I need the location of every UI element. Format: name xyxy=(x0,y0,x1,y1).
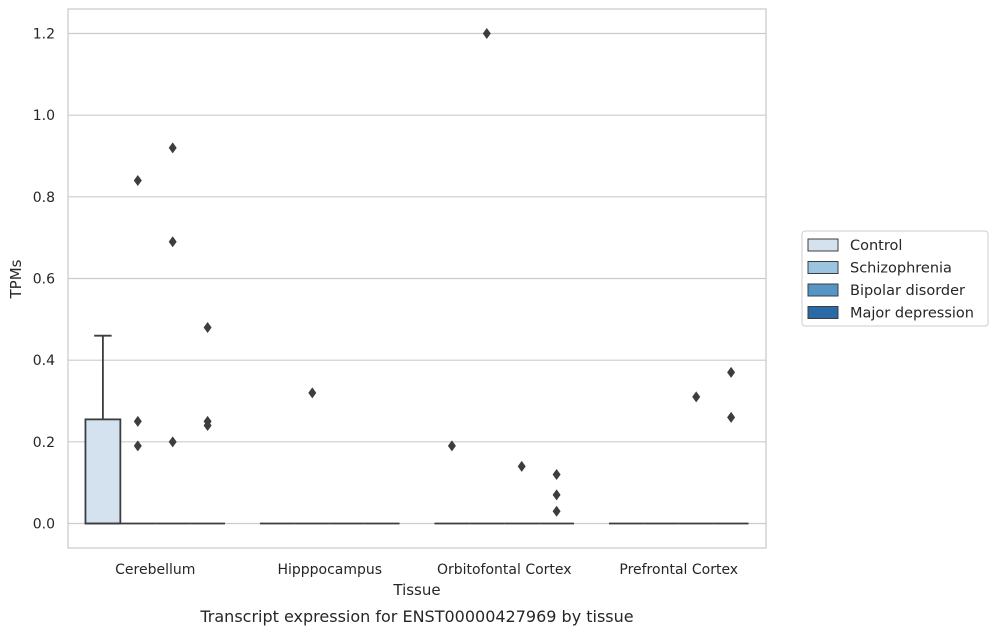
x-tick-label: Prefrontal Cortex xyxy=(619,562,738,578)
outliers xyxy=(133,28,736,517)
outlier-point xyxy=(203,420,212,431)
outlier-point xyxy=(133,415,142,427)
x-tick-label: Hipppocampus xyxy=(277,562,382,578)
legend-item: Major depression xyxy=(807,306,974,322)
outlier-point xyxy=(447,440,456,452)
outlier-point xyxy=(482,28,491,39)
outlier-point xyxy=(727,411,736,423)
outlier-point xyxy=(552,489,561,501)
y-tick-label: 1.0 xyxy=(33,108,55,124)
y-tick-label: 0.0 xyxy=(33,517,55,533)
outlier-point xyxy=(168,142,177,154)
y-tick-label: 0.4 xyxy=(33,353,55,369)
y-axis-title: TPMs xyxy=(7,259,25,299)
legend-label: Bipolar disorder xyxy=(850,283,965,299)
y-tick-label: 1.2 xyxy=(33,27,55,43)
outlier-point xyxy=(517,460,526,472)
legend-item: Control xyxy=(807,238,902,254)
legend-items: Control Schizophrenia Bipolar disorder Majo… xyxy=(807,238,974,322)
legend-item: Bipolar disorder xyxy=(807,283,965,299)
chart-caption: Transcript expression for ENST0000042796… xyxy=(199,607,633,626)
box-body xyxy=(84,418,122,525)
plot-frame xyxy=(67,8,767,549)
outlier-point xyxy=(133,175,142,186)
x-axis-ticks: Cerebellum Hipppocampus Orbitofontal Corte… xyxy=(115,562,738,578)
outlier-point xyxy=(168,236,177,248)
x-tick-label: Orbitofontal Cortex xyxy=(437,562,572,578)
outlier-point xyxy=(308,387,317,399)
y-tick-label: 0.8 xyxy=(33,190,55,206)
outlier-point xyxy=(552,505,561,517)
y-axis-ticks: 0.0 0.2 0.4 0.6 0.8 1.0 1.2 xyxy=(33,27,55,533)
x-tick-label: Cerebellum xyxy=(115,562,195,578)
legend-label: Major depression xyxy=(850,306,974,322)
outlier-point xyxy=(133,440,142,452)
outlier-point xyxy=(203,322,212,333)
legend-frame xyxy=(801,230,989,327)
box-0-0 xyxy=(84,334,122,525)
plot-area xyxy=(67,8,767,549)
outlier-point xyxy=(692,391,701,403)
legend-swatch xyxy=(807,238,839,252)
x-axis-title: Tissue xyxy=(392,581,440,599)
legend-label: Control xyxy=(850,238,902,254)
legend-swatch xyxy=(807,306,839,319)
outlier-point xyxy=(168,436,177,448)
y-tick-label: 0.6 xyxy=(33,272,55,288)
legend-label: Schizophrenia xyxy=(850,261,952,277)
outlier-point xyxy=(727,366,736,378)
legend-item: Schizophrenia xyxy=(807,261,952,277)
legend-swatch xyxy=(807,283,839,297)
boxes xyxy=(84,334,749,525)
legend-swatch xyxy=(807,261,839,274)
grid-lines xyxy=(68,32,766,525)
outlier-point xyxy=(552,469,561,480)
y-tick-label: 0.2 xyxy=(33,435,55,451)
legend: Control Schizophrenia Bipolar disorder Majo… xyxy=(801,230,989,327)
